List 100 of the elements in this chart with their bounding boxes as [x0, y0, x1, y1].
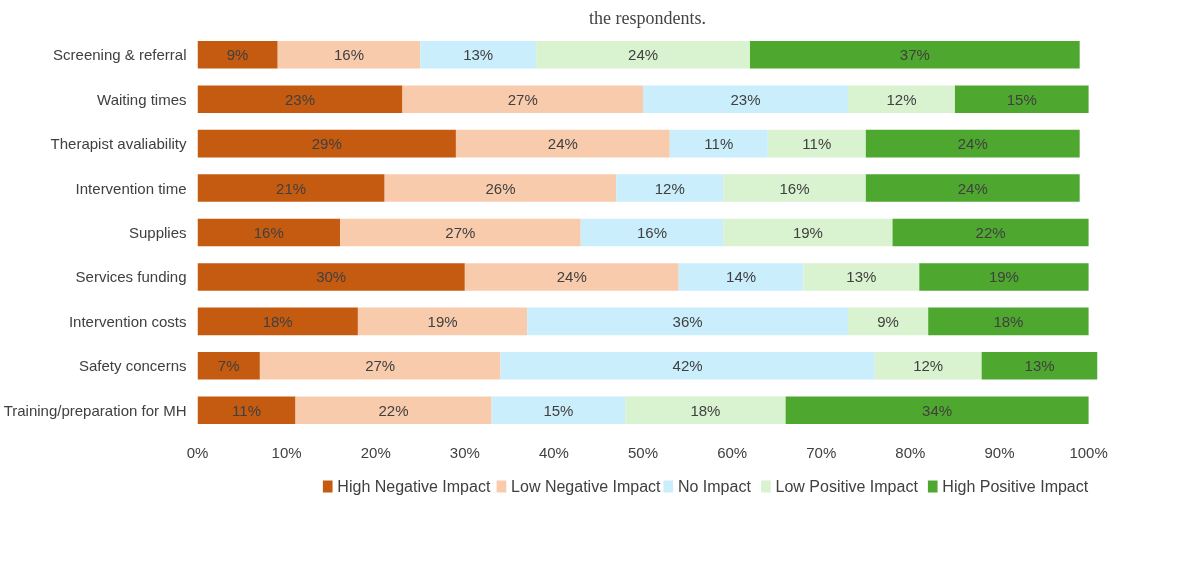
- legend-label: No Impact: [677, 478, 752, 495]
- legend-label: High Negative Impact: [337, 478, 491, 495]
- bar: [197, 40, 278, 69]
- data-label: 18%: [993, 312, 1024, 330]
- data-label: 18%: [690, 401, 721, 419]
- y-tick-label: Waiting times: [97, 90, 187, 108]
- data-label: 22%: [975, 224, 1006, 241]
- bar: [874, 352, 982, 380]
- bar: [197, 174, 385, 202]
- bar: [865, 174, 1080, 202]
- x-tick-label: 70%: [806, 443, 837, 461]
- data-label: 13%: [846, 268, 877, 286]
- y-tick-label: Training/preparation for MH: [3, 401, 187, 419]
- data-label: 30%: [316, 268, 347, 286]
- y-tick-label: Screening & referral: [53, 46, 187, 64]
- data-label: 14%: [726, 268, 757, 286]
- data-label: 21%: [276, 179, 307, 197]
- data-label: 9%: [877, 312, 899, 330]
- bar: [277, 40, 421, 69]
- data-label: 23%: [284, 90, 315, 108]
- x-tick-label: 100%: [1069, 443, 1108, 461]
- bar: [954, 85, 1089, 113]
- data-label: 15%: [1006, 90, 1037, 108]
- y-tick-label: Supplies: [128, 224, 187, 241]
- bar: [678, 263, 804, 291]
- y-tick-label: Intervention costs: [68, 312, 187, 330]
- data-label: 9%: [226, 46, 249, 64]
- x-tick-label: 20%: [360, 443, 391, 461]
- bar: [848, 85, 955, 113]
- data-label: 27%: [365, 357, 396, 375]
- x-tick-label: 10%: [271, 443, 302, 461]
- data-label: 26%: [485, 179, 516, 197]
- legend-label: High Positive Impact: [942, 478, 1089, 495]
- data-label: 16%: [779, 179, 810, 197]
- legend-label: Low Negative Impact: [511, 478, 662, 495]
- bar: [402, 85, 644, 113]
- data-label: 12%: [654, 179, 685, 197]
- bar: [536, 40, 750, 69]
- legend-label: Low Positive Impact: [775, 478, 919, 495]
- data-label: 12%: [886, 90, 917, 108]
- data-label: 24%: [957, 179, 988, 197]
- data-label: 24%: [957, 135, 988, 153]
- bar: [455, 129, 670, 158]
- bar: [803, 263, 920, 291]
- bar: [625, 396, 786, 425]
- bar: [384, 174, 617, 202]
- data-label: 16%: [333, 46, 365, 64]
- x-tick-label: 0%: [186, 443, 209, 461]
- bar: [500, 352, 875, 380]
- x-tick-label: 30%: [449, 443, 480, 461]
- data-label: 18%: [262, 312, 293, 330]
- bar: [723, 174, 866, 202]
- data-label: 27%: [507, 90, 538, 108]
- bar: [767, 129, 866, 158]
- bar: [981, 352, 1098, 380]
- bar: [643, 85, 848, 113]
- bar: [669, 129, 768, 158]
- bar: [259, 352, 501, 380]
- bar: [919, 263, 1089, 291]
- data-label: 24%: [547, 135, 578, 153]
- bar: [464, 263, 679, 291]
- bar: [357, 307, 528, 336]
- bar: [197, 307, 358, 336]
- chart-title: the respondents.: [589, 7, 706, 28]
- bar: [197, 396, 296, 425]
- data-label: 11%: [802, 135, 832, 153]
- bar: [928, 307, 1089, 336]
- bar: [197, 263, 465, 291]
- bar: [723, 218, 893, 247]
- bar: [340, 218, 581, 247]
- data-label: 16%: [636, 224, 667, 241]
- bar: [616, 174, 724, 202]
- data-label: 13%: [1024, 357, 1055, 375]
- data-label: 24%: [628, 46, 659, 64]
- bar: [295, 396, 492, 425]
- x-tick-label: 90%: [984, 443, 1015, 461]
- y-tick-label: Therapist avaliability: [50, 135, 187, 153]
- data-label: 22%: [378, 401, 409, 419]
- x-tick-label: 50%: [628, 443, 659, 461]
- data-label: 7%: [217, 357, 240, 375]
- bar: [785, 396, 1089, 425]
- data-label: 37%: [899, 46, 930, 64]
- bar: [580, 218, 724, 247]
- bar: [197, 352, 260, 380]
- bar: [865, 129, 1080, 158]
- data-label: 29%: [311, 135, 342, 153]
- y-tick-label: Services funding: [75, 268, 187, 286]
- y-tick-label: Intervention time: [75, 179, 187, 197]
- bar: [892, 218, 1089, 247]
- data-label: 11%: [704, 135, 734, 153]
- data-label: 15%: [543, 401, 574, 419]
- data-label: 11%: [232, 401, 261, 419]
- x-tick-label: 80%: [895, 443, 926, 461]
- data-label: 13%: [463, 46, 494, 64]
- bar: [749, 40, 1080, 69]
- data-label: 24%: [556, 268, 587, 286]
- data-label: 19%: [427, 312, 458, 330]
- bar: [197, 85, 403, 113]
- data-label: 42%: [672, 357, 703, 375]
- data-label: 36%: [672, 312, 703, 330]
